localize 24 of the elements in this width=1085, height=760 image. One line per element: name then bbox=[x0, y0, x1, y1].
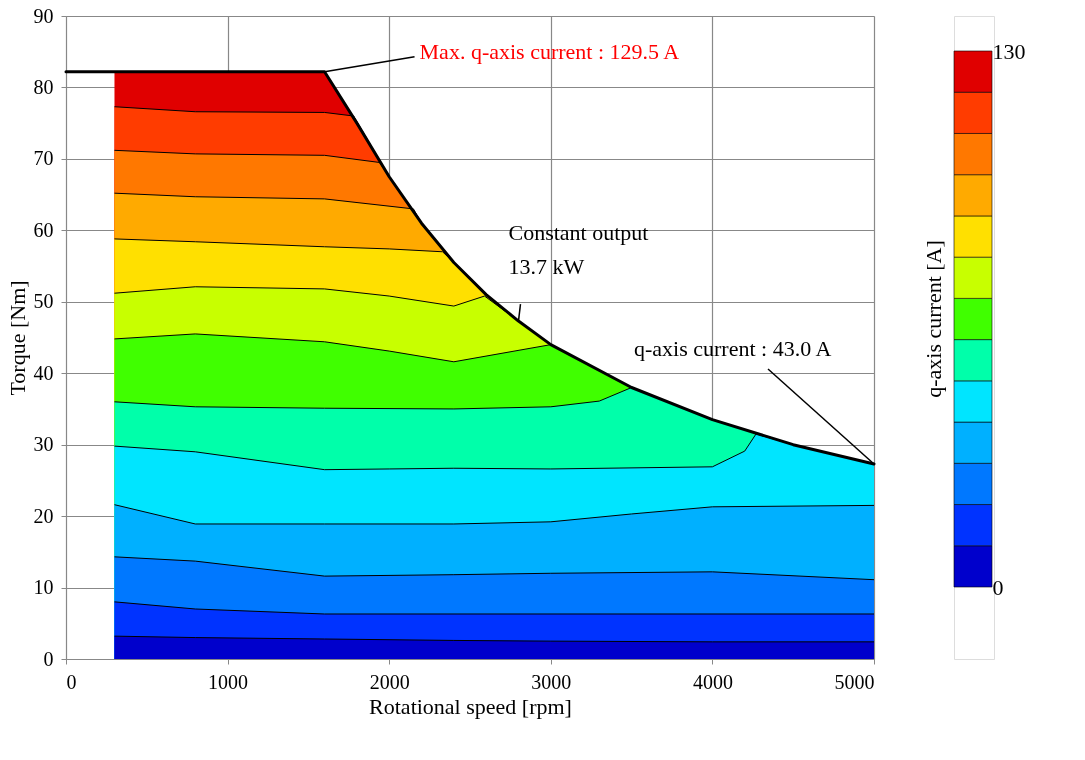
y-tick-label: 60 bbox=[33, 218, 54, 241]
color-bar-label: 0 bbox=[992, 574, 1004, 600]
y-tick-label: 90 bbox=[33, 4, 54, 27]
y-tick-label: 70 bbox=[33, 147, 54, 170]
y-tick-label: 20 bbox=[33, 504, 54, 527]
y-tick-label: 40 bbox=[33, 361, 54, 384]
y-axis-title: Torque [Nm] bbox=[4, 280, 30, 396]
y-tick-label: 10 bbox=[33, 576, 54, 599]
x-tick-label: 2000 bbox=[369, 670, 410, 693]
annotation: Max. q-axis current : 129.5 A bbox=[419, 38, 680, 64]
annotation: q-axis current : 43.0 A bbox=[634, 335, 832, 361]
x-tick-label: 4000 bbox=[692, 670, 733, 693]
y-tick-label: 30 bbox=[33, 433, 54, 456]
x-tick-label: 0 bbox=[66, 670, 77, 693]
color-bar-title: q-axis current [A] bbox=[921, 240, 946, 398]
x-tick-label: 5000 bbox=[834, 670, 875, 693]
x-tick-label: 1000 bbox=[208, 670, 249, 693]
x-tick-label: 3000 bbox=[531, 670, 572, 693]
annotation: Constant output 13.7 kW bbox=[508, 220, 649, 280]
y-tick-label: 80 bbox=[33, 75, 54, 98]
x-axis-title: Rotational speed [rpm] bbox=[369, 693, 572, 719]
y-tick-label: 50 bbox=[33, 290, 54, 313]
y-tick-label: 0 bbox=[43, 647, 54, 670]
color-bar-label: 130 bbox=[992, 38, 1026, 64]
